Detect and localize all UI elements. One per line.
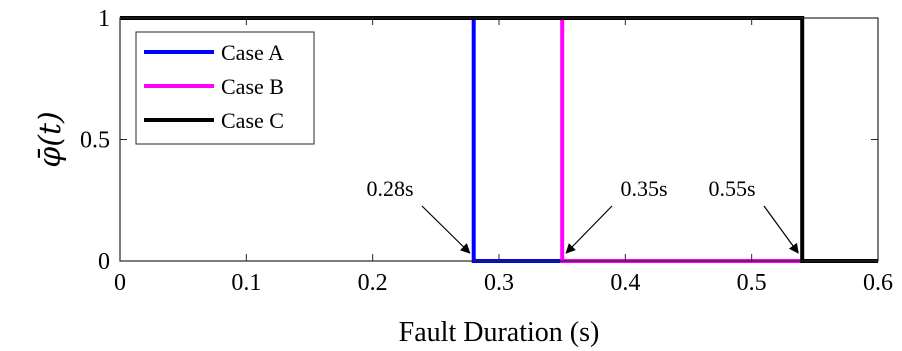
x-tick-label: 0.1 xyxy=(231,270,261,296)
annotation-label: 0.55s xyxy=(708,176,755,201)
y-tick-label: 0 xyxy=(98,249,110,275)
x-tick-label: 0.6 xyxy=(863,270,893,296)
y-tick-label: 0.5 xyxy=(80,128,110,154)
x-axis-title: Fault Duration (s) xyxy=(399,317,600,348)
annotation-arrow xyxy=(565,205,613,254)
x-tick-label: 0.2 xyxy=(358,270,388,296)
annotations-layer: 0.28s 0.35s 0.55s xyxy=(366,176,799,254)
legend-label: Case B xyxy=(221,74,284,99)
y-tick-label: 1 xyxy=(98,6,110,32)
x-tick-label: 0.4 xyxy=(610,270,640,296)
x-tick-label: 0 xyxy=(114,270,126,296)
annotation-arrow xyxy=(763,205,799,254)
legend-label: Case C xyxy=(221,108,284,133)
legend: Case A Case B Case C xyxy=(135,31,315,145)
legend-label: Case A xyxy=(221,40,284,65)
annotation-arrow xyxy=(421,205,471,254)
annotation-label: 0.28s xyxy=(366,176,413,201)
x-tick-label: 0.3 xyxy=(484,270,514,296)
axes-layer: 0 0.1 0.2 0.3 0.4 0.5 0.6 0 0.5 1 xyxy=(80,6,893,296)
annotation-label: 0.35s xyxy=(620,176,667,201)
y-axis-title: φ̄(t) xyxy=(33,111,68,167)
x-tick-label: 0.5 xyxy=(737,270,767,296)
